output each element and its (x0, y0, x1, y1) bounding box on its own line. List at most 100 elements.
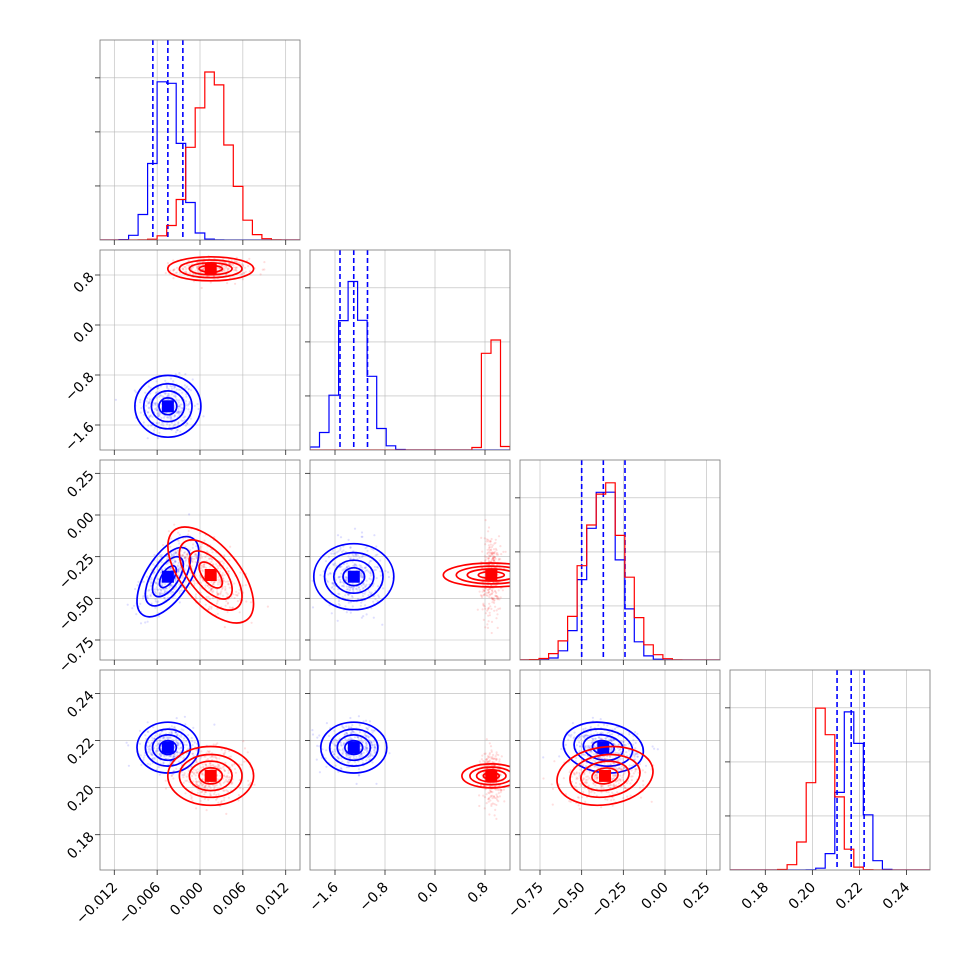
contour-blue (319, 721, 388, 774)
x-tick-label: 0.012 (253, 880, 293, 920)
contour-blue (144, 728, 192, 767)
contour-blue (342, 566, 366, 587)
contour-blue (582, 734, 625, 762)
panel-3-0: −0.012−0.006 0.000 0.006 0.012 0.18 0.20 0.22 0… (64, 669, 301, 928)
panel-1-1 (305, 249, 511, 455)
contour-red (556, 745, 654, 807)
x-tick-label: −0.8 (356, 880, 391, 915)
density-peak-red (485, 769, 498, 782)
contour-blue (158, 739, 178, 756)
x-tick-label: 0.006 (210, 879, 250, 919)
density-peak-blue (161, 570, 174, 583)
y-tick-label: 0.18 (64, 829, 97, 862)
panel-2-1 (305, 459, 511, 665)
contour-blue (573, 728, 634, 767)
histogram-blue (310, 280, 510, 450)
x-tick-label: −0.25 (589, 880, 631, 922)
panel-frame (729, 669, 931, 871)
contour-red (461, 763, 510, 789)
contour-red (569, 753, 641, 799)
histogram-red (520, 482, 720, 660)
contour-red (455, 565, 510, 585)
contour-blue (328, 728, 379, 767)
histogram-red (730, 707, 930, 870)
y-tick-label: −0.8 (62, 369, 97, 404)
contour-blue (336, 734, 372, 762)
contour-blue (312, 542, 395, 611)
contour-blue (150, 390, 186, 423)
panel-3-2: −0.75 −0.50 −0.25 0.00 0.25 (505, 669, 721, 922)
y-tick-label: 0.20 (64, 782, 97, 815)
density-peak-blue (161, 400, 174, 413)
panel-frame (309, 669, 511, 871)
contour-red (469, 766, 510, 786)
contour-blue (323, 551, 384, 602)
contour-red (442, 562, 510, 588)
panel-frame (519, 669, 721, 871)
panel-content (125, 715, 256, 816)
panel-frame (519, 459, 721, 661)
x-tick-label: 0.25 (680, 880, 713, 913)
x-tick-label: 0.000 (167, 880, 207, 920)
contour-blue (344, 739, 364, 756)
panel-frame (309, 249, 511, 451)
panel-content (311, 519, 510, 635)
x-tick-label: −0.50 (547, 880, 589, 922)
contour-red (188, 550, 233, 600)
y-tick-label: −0.25 (56, 551, 98, 593)
x-tick-label: 0.20 (786, 880, 819, 913)
y-tick-label: 0.24 (64, 688, 97, 721)
density-peak-blue (161, 741, 174, 754)
contour-red (178, 259, 243, 279)
x-tick-label: 0.0 (415, 880, 442, 907)
density-peak-red (204, 569, 217, 581)
y-tick-label: −0.50 (56, 593, 98, 635)
density-peak-blue (347, 570, 360, 583)
y-tick-label: 0.22 (64, 735, 97, 768)
panel-0-0 (95, 39, 301, 245)
y-tick-label: 0.8 (71, 269, 98, 296)
x-tick-label: −0.006 (116, 879, 164, 927)
panel-content (520, 460, 720, 660)
contour-blue (134, 374, 202, 439)
x-tick-label: −0.012 (73, 880, 121, 928)
panel-content (311, 715, 510, 821)
density-peak-blue (347, 741, 360, 754)
contour-blue (332, 559, 375, 595)
y-tick-label: 0.0 (71, 319, 98, 346)
density-peak-red (599, 769, 611, 782)
contour-red (167, 526, 255, 624)
histogram-blue (520, 491, 720, 660)
panel-1-0: −1.6 −0.8 0.0 0.8 (62, 249, 301, 455)
contour-blue (142, 382, 193, 430)
panel-content (542, 716, 659, 811)
density-peak-red (204, 769, 217, 782)
contour-blue (158, 397, 178, 416)
panel-content (310, 250, 510, 450)
y-tick-label: 0.00 (64, 509, 97, 542)
contour-blue (151, 734, 185, 762)
panel-content (730, 670, 930, 870)
contour-blue (144, 546, 192, 607)
density-peak-red (485, 569, 498, 581)
contour-red (198, 767, 224, 785)
x-tick-label: −1.6 (306, 879, 341, 914)
contour-red (166, 745, 255, 807)
x-tick-label: 0.24 (880, 879, 913, 912)
x-tick-label: 0.00 (638, 880, 671, 913)
x-tick-label: −0.75 (505, 880, 547, 922)
y-tick-label: 0.25 (64, 468, 97, 501)
contour-red (580, 760, 630, 792)
x-tick-label: 0.18 (739, 880, 772, 913)
panel-content (114, 255, 266, 440)
x-tick-label: 0.8 (465, 880, 492, 907)
density-peak-red (204, 262, 217, 275)
contour-red (188, 760, 233, 792)
y-tick-label: −0.75 (56, 634, 98, 676)
panel-3-1: −1.6 −0.8 0.0 0.8 (305, 669, 511, 915)
panel-content (126, 513, 269, 629)
contour-red (591, 767, 619, 785)
panel-3-3: 0.18 0.20 0.22 0.24 (725, 669, 931, 913)
panel-2-2 (515, 459, 721, 665)
contour-red (178, 753, 243, 799)
